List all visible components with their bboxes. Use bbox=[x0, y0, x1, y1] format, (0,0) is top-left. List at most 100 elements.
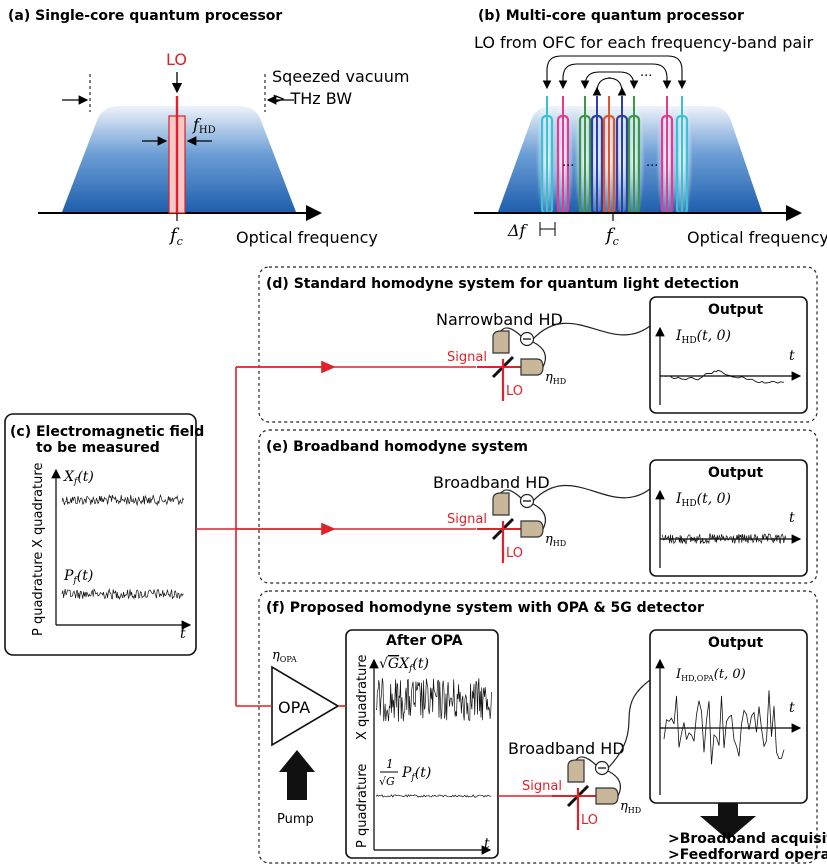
signal-paths bbox=[196, 360, 552, 797]
lo-arc-right-2 bbox=[619, 71, 639, 90]
hd-e-signal-label: Signal bbox=[447, 512, 487, 527]
after-opa-p-trace bbox=[375, 794, 492, 798]
output-title-d: Output bbox=[708, 302, 764, 318]
output-box-d bbox=[649, 296, 808, 414]
bullet-feedforward: >Feedforward operation bbox=[668, 847, 827, 863]
panel-e: (e) Broadband homodyne system Broadband … bbox=[258, 429, 818, 584]
hd-e-lo-label: LO bbox=[506, 546, 523, 561]
lo-arc-left-2 bbox=[580, 71, 600, 90]
fc-label: fc bbox=[168, 225, 183, 248]
after-opa-p-frac-den: √G bbox=[379, 775, 395, 788]
panel-a: (a) Single-core quantum processor LO fHD… bbox=[8, 8, 409, 248]
panel-c-plot bbox=[51, 468, 192, 630]
panel-c-p-trace bbox=[61, 588, 184, 600]
hd-d-lo-label: LO bbox=[506, 384, 523, 399]
lo-arcs bbox=[542, 55, 687, 96]
hd-f-photodiode-right bbox=[595, 787, 619, 805]
after-opa-t-label: t bbox=[484, 836, 490, 852]
hd-f-lo-label: LO bbox=[581, 813, 598, 828]
after-opa-x-trace bbox=[375, 678, 492, 722]
hd-e-wire-top bbox=[500, 489, 522, 499]
panel-c: (c) Electromagnetic field to be measured… bbox=[4, 413, 204, 656]
panel-c-p-axis: P quadrature bbox=[31, 552, 46, 636]
output-plot-e: t bbox=[655, 489, 802, 568]
lo-arc-right-3 bbox=[607, 77, 627, 96]
lo-arc-right-1 bbox=[652, 63, 672, 90]
after-opa-x-label: √GXf(t) bbox=[379, 656, 429, 674]
output-box-e bbox=[649, 459, 808, 577]
output-box-f bbox=[649, 629, 808, 804]
fhd-label: fHD bbox=[192, 115, 216, 136]
ellipsis-top: ··· bbox=[640, 69, 652, 84]
after-opa-plot bbox=[369, 658, 492, 855]
output-e-trace bbox=[661, 533, 787, 545]
output-e-t-label: t bbox=[789, 510, 795, 526]
hd-e-wire-right bbox=[532, 503, 546, 530]
hd-d-wire-top bbox=[500, 327, 522, 337]
hd-f-wire-top bbox=[575, 756, 597, 766]
panel-d: (d) Standard homodyne system for quantum… bbox=[258, 266, 818, 423]
hd-d-photodiode-right bbox=[520, 358, 544, 376]
output-title-e: Output bbox=[708, 465, 764, 481]
hd-e-photodiode-top bbox=[492, 492, 510, 516]
panel-b: (b) Multi-core quantum processor LO from… bbox=[474, 8, 827, 248]
lo-arc-left-0 bbox=[542, 55, 562, 90]
output-plot-f: t bbox=[655, 658, 802, 795]
frequency-comb bbox=[536, 96, 693, 224]
panel-b-lo-label: LO from OFC for each frequency-band pair bbox=[474, 33, 814, 52]
output-trace-label-f: IHD,OPA(t, 0) bbox=[675, 667, 746, 683]
panel-b-title: (b) Multi-core quantum processor bbox=[478, 8, 744, 24]
panel-e-title: (e) Broadband homodyne system bbox=[266, 439, 528, 455]
hd-f-eta-sub: HD bbox=[628, 806, 641, 815]
hd-d-photodiode-top bbox=[492, 330, 510, 354]
panel-c-x-label: Xf(t) bbox=[63, 469, 94, 487]
after-opa-title: After OPA bbox=[386, 633, 463, 649]
output-title-f: Output bbox=[708, 635, 764, 651]
hd-d-output-cable bbox=[532, 322, 651, 340]
axis-label: Optical frequency bbox=[236, 228, 378, 247]
lo-arc-left-1 bbox=[558, 63, 578, 90]
output-f-trace bbox=[663, 690, 785, 765]
hd-f-wire-right bbox=[607, 770, 621, 797]
eta-opa-label: ηOPA bbox=[272, 648, 297, 664]
hd-d-wire-right bbox=[532, 341, 546, 368]
panel-c-t-label: t bbox=[180, 626, 186, 642]
pump-arrow bbox=[279, 750, 315, 800]
panel-f-hd-label: Broadband HD bbox=[508, 739, 625, 758]
ellipsis-left: ··· bbox=[562, 159, 574, 174]
output-d-t-label: t bbox=[789, 348, 795, 364]
hd-f-output-cable bbox=[607, 679, 651, 769]
hd-e-output-cable bbox=[532, 484, 651, 502]
after-opa-p-label: Pf(t) bbox=[401, 765, 431, 783]
lo-arc-right-0 bbox=[667, 55, 687, 90]
hd-e-eta-sub: HD bbox=[553, 539, 566, 548]
pump-label: Pump bbox=[277, 812, 314, 827]
after-opa-p-axis: P quadrature bbox=[355, 764, 370, 848]
ellipsis-right: ··· bbox=[646, 159, 658, 174]
after-opa-box bbox=[345, 629, 499, 859]
hd-d-eta-sub: HD bbox=[553, 377, 566, 386]
squeezed-label: Sqeezed vacuum bbox=[272, 67, 409, 86]
opa-label: OPA bbox=[278, 698, 310, 717]
panel-d-hd-label: Narrowband HD bbox=[436, 310, 563, 329]
lo-label: LO bbox=[166, 50, 187, 69]
fc-label-b: fc bbox=[604, 225, 619, 248]
after-opa-p-frac-num: 1 bbox=[386, 757, 394, 771]
panel-f-title: (f) Proposed homodyne system with OPA & … bbox=[266, 600, 704, 616]
hd-e-photodiode-right bbox=[520, 520, 544, 538]
panel-c-p-label: Pf(t) bbox=[63, 568, 93, 586]
output-plot-d: t bbox=[655, 326, 802, 405]
axis-label-b: Optical frequency bbox=[687, 228, 827, 247]
panel-a-title: (a) Single-core quantum processor bbox=[8, 8, 282, 24]
hd-d-signal-label: Signal bbox=[447, 350, 487, 365]
panel-e-hd-label: Broadband HD bbox=[433, 473, 550, 492]
hd-f-signal-label: Signal bbox=[522, 779, 562, 794]
bullet-broadband: >Broadband acquisition bbox=[668, 831, 827, 847]
delta-f-label: Δf bbox=[507, 221, 529, 240]
after-opa-x-axis: X quadrature bbox=[355, 655, 370, 740]
panel-c-x-trace bbox=[61, 493, 184, 507]
bw-label: > THz BW bbox=[272, 89, 352, 108]
